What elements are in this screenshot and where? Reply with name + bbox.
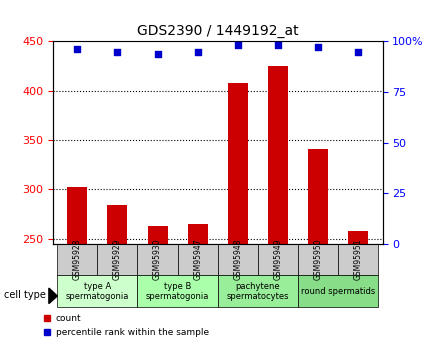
Text: GSM95949: GSM95949 [274,239,283,280]
Bar [188,224,208,244]
FancyBboxPatch shape [298,244,338,275]
Bar [348,231,368,244]
Point [194,49,201,54]
Text: GSM95951: GSM95951 [354,239,363,280]
Text: round spermatids: round spermatids [301,287,375,296]
Text: GSM95930: GSM95930 [153,239,162,280]
Point [74,47,81,52]
Bar [67,187,87,244]
FancyBboxPatch shape [298,275,379,307]
Point [235,43,241,48]
FancyBboxPatch shape [218,275,298,307]
FancyBboxPatch shape [137,244,178,275]
Text: pachytene
spermatocytes: pachytene spermatocytes [227,282,289,301]
Bar [228,83,248,244]
Bar [147,226,167,244]
Point [315,45,322,50]
Text: GSM95947: GSM95947 [193,239,202,280]
FancyBboxPatch shape [57,244,97,275]
FancyBboxPatch shape [97,244,137,275]
FancyBboxPatch shape [258,244,298,275]
FancyBboxPatch shape [57,275,137,307]
FancyBboxPatch shape [338,244,379,275]
Text: GSM95950: GSM95950 [314,239,323,280]
Point [114,49,121,54]
Polygon shape [49,288,57,304]
Text: type B
spermatogonia: type B spermatogonia [146,282,210,301]
Text: cell type: cell type [4,290,46,300]
Bar [108,205,128,244]
Bar [308,149,328,244]
FancyBboxPatch shape [137,275,218,307]
Text: GSM95928: GSM95928 [73,239,82,280]
Bar [268,66,288,244]
Title: GDS2390 / 1449192_at: GDS2390 / 1449192_at [137,23,299,38]
Text: GSM95948: GSM95948 [233,239,242,280]
Text: type A
spermatogonia: type A spermatogonia [65,282,129,301]
Text: GSM95929: GSM95929 [113,239,122,280]
Point [355,49,362,54]
Legend: count, percentile rank within the sample: count, percentile rank within the sample [39,311,212,341]
Point [275,43,281,48]
Point [154,51,161,56]
FancyBboxPatch shape [218,244,258,275]
FancyBboxPatch shape [178,244,218,275]
